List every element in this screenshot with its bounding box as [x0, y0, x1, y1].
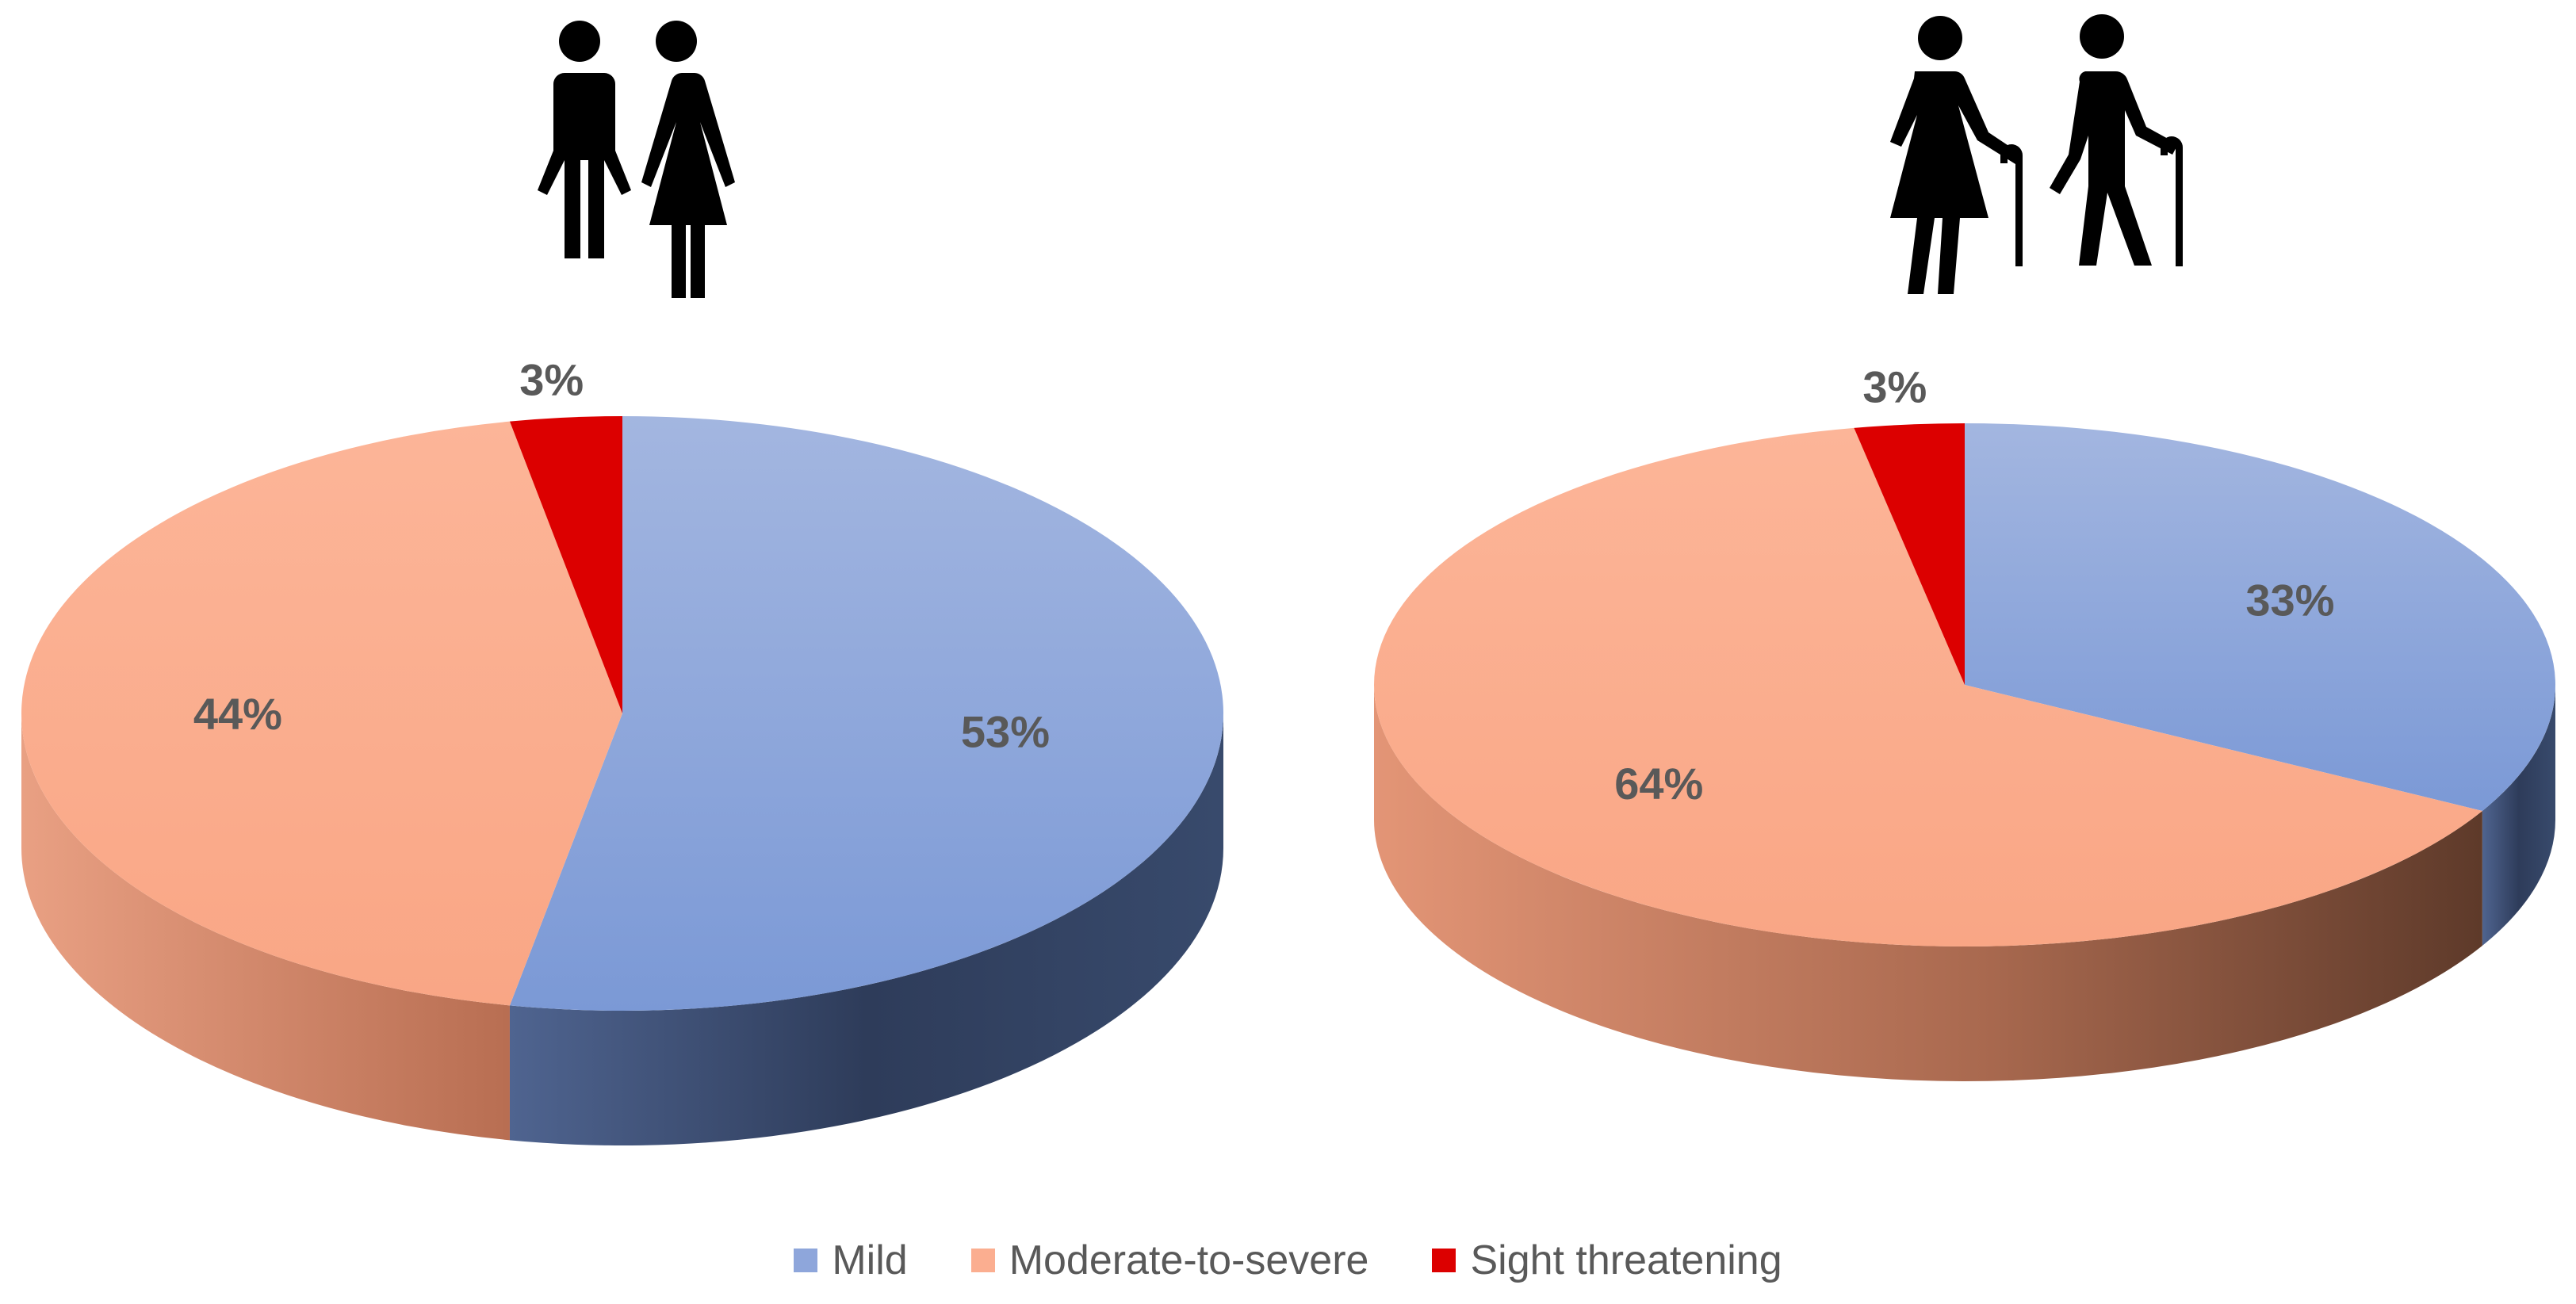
- pie-2-label-moderate-to-severe: 64%: [1614, 759, 1703, 809]
- pie-2-data-labels: 33% 64% 3%: [1614, 361, 2334, 809]
- pie-1-side-mild: [509, 713, 1223, 1145]
- pie-chart-2: 33% 64% 3%: [1374, 361, 2555, 1082]
- pie-2-side-walls: [1374, 685, 2555, 1082]
- couple-icon: [538, 21, 735, 298]
- pie-2-slice-moderate-to-severe: [1374, 427, 2482, 946]
- elderly-couple-with-canes-icon: [1890, 14, 2183, 294]
- pie-1-label-sight-threatening: 3%: [519, 355, 584, 405]
- legend-label-sight-threatening: Sight threatening: [1470, 1237, 1782, 1283]
- pie-1-side-walls: [21, 713, 1223, 1145]
- legend-swatch-sight-threatening: [1432, 1249, 1456, 1272]
- legend-label-mild: Mild: [832, 1237, 908, 1283]
- pie-2-label-sight-threatening: 3%: [1862, 361, 1927, 411]
- pie-2-slice-sight-threatening: [1854, 423, 1965, 685]
- pie-2-slice-mild: [1965, 423, 2555, 811]
- legend-item-moderate-to-severe: Moderate-to-severe: [970, 1237, 1369, 1284]
- legend-item-mild: Mild: [794, 1237, 908, 1284]
- pie-2-slices: [1374, 423, 2555, 946]
- pie-2-side-moderate-to-severe: [1374, 685, 2482, 1082]
- pie-1-slice-mild: [509, 416, 1224, 1011]
- legend-item-sight-threatening: Sight threatening: [1432, 1237, 1782, 1284]
- pie-1-slice-sight-threatening: [509, 416, 622, 713]
- pie-2-side-mild: [2482, 685, 2555, 946]
- legend-swatch-mild: [794, 1249, 818, 1272]
- legend-label-moderate-to-severe: Moderate-to-severe: [1009, 1237, 1369, 1283]
- pie-1-label-moderate-to-severe: 44%: [193, 689, 282, 739]
- pie-1-slices: [21, 416, 1224, 1011]
- pie-1-side-moderate-to-severe: [21, 713, 510, 1141]
- legend: Mild Moderate-to-severe Sight threatenin…: [0, 1237, 2576, 1284]
- pie-1-data-labels: 53% 44% 3%: [193, 355, 1050, 757]
- pie-chart-1: 53% 44% 3%: [21, 355, 1224, 1145]
- pie-2-label-mild: 33%: [2245, 575, 2334, 625]
- pie-1-slice-moderate-to-severe: [21, 421, 622, 1006]
- legend-swatch-moderate-to-severe: [970, 1249, 995, 1272]
- pie-1-label-mild: 53%: [961, 707, 1050, 757]
